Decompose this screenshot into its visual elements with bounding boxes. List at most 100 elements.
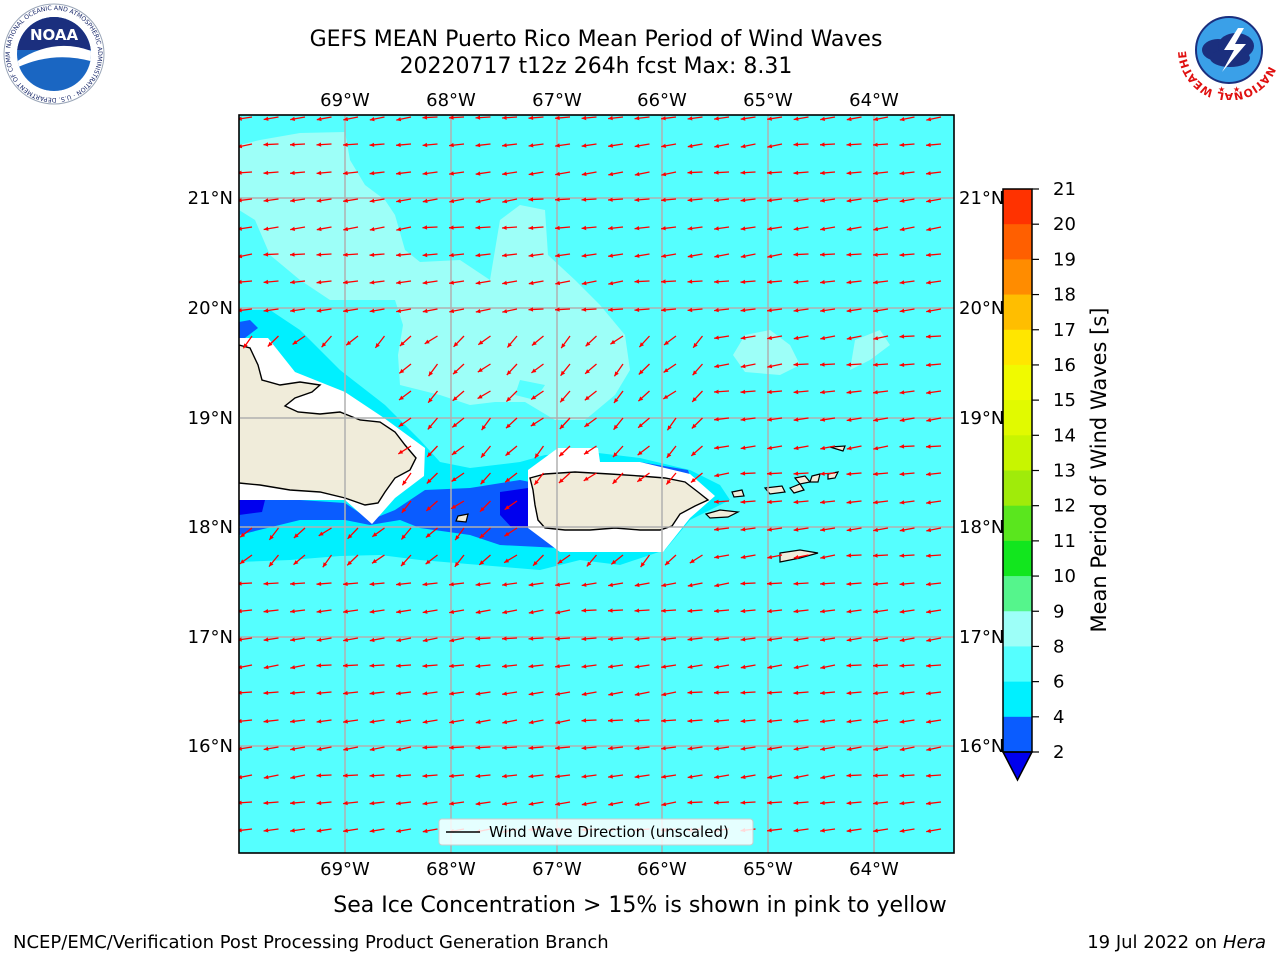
wind-arrow-icon [533, 472, 545, 486]
wind-arrow-icon [263, 609, 279, 614]
wind-arrow-icon [475, 609, 491, 615]
wind-arrow-icon [661, 307, 677, 313]
footer-date: 19 Jul 2022 on Hera [1087, 932, 1266, 953]
wind-arrow-icon [316, 609, 332, 614]
wind-arrow-icon [343, 198, 359, 203]
lat-tick-right: 19°N [959, 408, 1004, 429]
wind-arrow-icon [714, 746, 730, 751]
wind-arrow-icon [873, 335, 889, 341]
wind-arrow-icon [555, 225, 571, 231]
lat-tick-right: 18°N [959, 517, 1004, 538]
wind-arrow-icon [846, 663, 862, 668]
wind-arrow-icon [263, 581, 279, 586]
wind-arrow-icon [873, 719, 889, 724]
wind-arrow-icon [263, 637, 279, 642]
wind-arrow-icon [607, 608, 624, 613]
wind-arrow-icon [267, 335, 279, 347]
wind-arrow-icon [793, 116, 809, 121]
wind-arrow-icon [691, 417, 703, 429]
wind-arrow-icon [634, 691, 650, 697]
wind-arrow-icon [343, 690, 359, 696]
wind-arrow-icon [637, 390, 650, 402]
wind-arrow-icon [398, 363, 412, 374]
wind-arrow-icon [475, 308, 491, 314]
wind-arrow-icon [873, 116, 889, 122]
wind-arrow-icon [767, 554, 783, 560]
wind-arrow-icon [846, 335, 862, 341]
wind-arrow-icon [846, 170, 862, 176]
wind-arrow-icon [846, 390, 862, 395]
wind-arrow-icon [343, 116, 359, 122]
wind-arrow-icon [899, 390, 915, 395]
wind-arrow-icon [559, 390, 571, 403]
wind-arrow-icon [449, 582, 465, 587]
wind-arrow-icon [634, 171, 650, 177]
wind-arrow-icon [820, 389, 836, 395]
wind-arrow-icon [925, 773, 942, 778]
wind-arrow-icon [820, 335, 836, 341]
wind-arrow-icon [767, 253, 783, 259]
wind-arrow-icon [422, 663, 438, 668]
colorbar-segment [1003, 329, 1032, 366]
wind-arrow-icon [528, 171, 544, 176]
wind-arrow-icon [820, 609, 836, 614]
wind-arrow-icon [396, 691, 412, 696]
wind-arrow-icon [820, 719, 836, 724]
wind-arrow-icon [634, 608, 650, 613]
wind-arrow-icon [766, 800, 783, 805]
wind-arrow-icon [242, 335, 253, 349]
lon-tick-top: 65°W [743, 90, 793, 111]
wind-arrow-icon [449, 637, 465, 643]
wind-arrow-icon [342, 773, 359, 778]
colorbar-tick-label: 14 [1053, 425, 1076, 446]
wind-arrow-icon [422, 828, 438, 834]
wind-arrow-icon [820, 774, 836, 780]
wind-arrow-icon [475, 745, 491, 750]
wind-arrow-icon [316, 226, 332, 232]
wind-arrow-icon [607, 718, 624, 723]
wind-arrow-icon [899, 828, 915, 833]
wind-arrow-icon [714, 637, 730, 642]
wind-arrow-icon [899, 308, 915, 313]
wind-arrow-icon [506, 335, 518, 348]
wind-arrow-icon [401, 472, 412, 486]
wind-arrow-icon [584, 363, 597, 375]
wind-arrow-icon [422, 745, 438, 750]
wind-arrow-icon [263, 690, 279, 695]
wind-arrow-icon [528, 115, 544, 120]
wind-arrow-icon [872, 362, 889, 367]
wind-arrow-icon [398, 390, 412, 401]
wind-arrow-icon [820, 226, 836, 231]
wind-arrow-icon [581, 143, 597, 148]
wind-arrow-icon [263, 226, 279, 231]
wind-arrow-icon [661, 746, 677, 751]
wind-arrow-icon [713, 499, 730, 504]
wind-arrow-icon [422, 637, 438, 643]
wind-arrow-icon [665, 472, 677, 485]
wind-arrow-icon [872, 553, 889, 558]
wind-arrow-icon [475, 719, 491, 725]
wind-arrow-icon [477, 335, 491, 346]
wind-arrow-icon [555, 774, 571, 779]
wind-arrow-icon [661, 664, 677, 669]
legend-label: Wind Wave Direction (unscaled) [489, 823, 729, 841]
wind-arrow-icon [608, 691, 624, 697]
wind-arrow-icon [290, 226, 306, 231]
wind-arrow-icon [873, 308, 889, 313]
wind-arrow-icon [873, 690, 889, 696]
wind-arrow-icon [396, 581, 412, 587]
wind-arrow-icon [714, 527, 730, 532]
wind-arrow-icon [343, 226, 359, 232]
wind-arrow-icon [502, 801, 518, 806]
wind-arrow-icon [560, 363, 571, 377]
wind-arrow-icon [290, 690, 306, 696]
colorbar-tick-label: 15 [1053, 390, 1076, 411]
wind-arrow-icon [290, 198, 306, 203]
footer-date-text: 19 Jul 2022 on [1087, 932, 1223, 953]
wind-arrow-icon [767, 198, 783, 203]
wind-arrow-icon [713, 690, 730, 695]
wind-arrow-icon [846, 609, 862, 614]
wind-arrow-icon [369, 719, 385, 724]
wind-arrow-icon [449, 801, 465, 806]
wind-arrow-icon [926, 609, 942, 614]
